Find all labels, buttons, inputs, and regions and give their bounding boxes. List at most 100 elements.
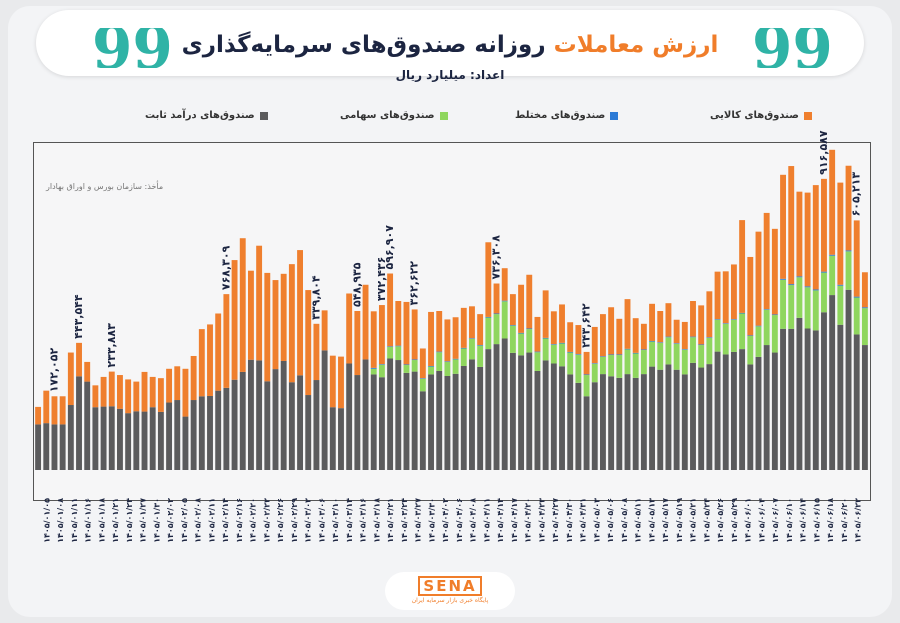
bar-value-label: ۲۳۳,۸۸۳: [105, 323, 118, 368]
x-tick-label: ۱۴۰۵/۰۲/۲۶: [276, 498, 285, 543]
bar-mixed: [706, 337, 713, 338]
x-tick-label: ۱۴۰۵/۰۳/۰۲: [304, 498, 313, 543]
bar-commodity: [247, 270, 254, 360]
x-tick-label: ۱۴۰۵/۰۲/۲۰: [249, 498, 258, 543]
bar-equity: [460, 348, 467, 366]
bar-fixed_income: [207, 395, 213, 470]
x-tick-label: ۱۴۰۵/۰۳/۲۴: [400, 498, 409, 543]
bar-commodity: [812, 185, 819, 290]
bar-value-label: ۵۴۸,۹۳۵: [350, 262, 363, 307]
bar-mixed: [452, 358, 459, 360]
bar-commodity: [542, 290, 549, 338]
x-tick-label: ۱۴۰۵/۰۵/۱۱: [634, 498, 643, 543]
bar-fixed_income: [509, 352, 516, 470]
x-tick-label: ۱۴۰۵/۰۱/۲۴: [125, 498, 134, 543]
legend-mixed: صندوق‌های مختلط: [515, 110, 619, 121]
bar-commodity: [591, 326, 598, 364]
bar-equity: [771, 315, 778, 353]
bar-mixed: [477, 345, 484, 346]
bar-mixed: [591, 363, 598, 364]
legend-label: صندوق‌های درآمد ثابت: [145, 110, 255, 121]
bar-fixed_income: [559, 366, 565, 470]
bar-equity: [550, 344, 557, 364]
bar-fixed_income: [837, 324, 844, 470]
bar-commodity: [280, 273, 287, 361]
bar-mixed: [419, 378, 426, 379]
bar-commodity: [166, 368, 173, 403]
x-tick-label: ۱۴۰۵/۰۵/۱۳: [647, 498, 656, 543]
bar-fixed_income: [305, 395, 312, 470]
bar-mixed: [690, 336, 696, 338]
bar-mixed: [485, 316, 492, 318]
bar-equity: [477, 345, 484, 367]
bar-mixed: [649, 340, 656, 342]
bar-commodity: [722, 271, 729, 324]
bar-commodity: [43, 390, 50, 424]
bar-mixed: [657, 342, 664, 343]
x-tick-label: ۱۴۰۵/۰۲/۲۹: [290, 498, 299, 543]
bar-commodity: [198, 329, 205, 397]
bar-fixed_income: [157, 411, 164, 470]
bar-mixed: [763, 309, 770, 310]
bar-fixed_income: [763, 345, 770, 470]
bar-commodity: [804, 192, 811, 287]
bar-commodity: [739, 220, 746, 313]
x-tick-label: ۱۴۰۵/۰۴/۱۷: [510, 498, 519, 543]
bar-mixed: [501, 300, 508, 302]
bar-equity: [861, 308, 868, 346]
logo-tagline: پایگاه خبری بازار سرمایه ایران: [411, 597, 489, 604]
legend-label: صندوق‌های مختلط: [515, 110, 606, 121]
bar-commodity: [534, 316, 541, 352]
bar-commodity: [190, 355, 197, 401]
bar-value-label: ۵۹۶,۹۰۷: [383, 225, 396, 270]
bar-equity: [845, 251, 852, 290]
bar-commodity: [583, 351, 590, 375]
x-tick-label: ۱۴۰۵/۰۵/۲۹: [730, 498, 739, 543]
bar-commodity: [436, 311, 443, 352]
bar-mixed: [755, 325, 762, 327]
bar-mixed: [632, 352, 639, 354]
bar-equity: [763, 309, 770, 346]
bar-fixed_income: [190, 400, 197, 470]
bar-mixed: [853, 296, 860, 298]
bar-fixed_income: [493, 344, 500, 470]
bar-mixed: [616, 354, 623, 356]
bar-commodity: [411, 309, 418, 360]
bar-equity: [419, 378, 426, 392]
bar-commodity: [149, 376, 156, 408]
bar-commodity: [640, 323, 647, 350]
quote-left-icon: 99: [92, 28, 173, 68]
x-tick-label: ۱۴۰۵/۰۶/۱۸: [826, 498, 835, 543]
bar-commodity: [657, 311, 664, 343]
bar-fixed_income: [182, 416, 189, 470]
bar-equity: [698, 345, 705, 368]
bar-fixed_income: [624, 374, 631, 470]
bar-equity: [411, 360, 418, 372]
bar-mixed: [837, 284, 844, 286]
bar-value-label: ۳۶۲,۶۲۲: [408, 261, 421, 306]
bar-fixed_income: [378, 377, 385, 470]
x-tick-label: ۱۴۰۵/۰۳/۱۸: [372, 498, 381, 543]
x-tick-label: ۱۴۰۵/۰۱/۱۱: [70, 498, 79, 543]
bar-fixed_income: [550, 363, 557, 470]
bar-commodity: [681, 321, 688, 350]
bar-mixed: [469, 338, 475, 339]
bar-equity: [591, 363, 598, 383]
bar-mixed: [403, 364, 410, 366]
x-tick-label: ۱۴۰۵/۰۵/۱۷: [661, 498, 670, 543]
bar-fixed_income: [280, 360, 287, 470]
bar-equity: [608, 355, 615, 377]
bar-mixed: [395, 345, 402, 347]
bar-mixed: [378, 364, 385, 365]
x-tick-label: ۱۴۰۵/۰۱/۱۶: [84, 498, 93, 543]
legend-equity: صندوق‌های سهامی: [340, 110, 448, 121]
bar-mixed: [583, 374, 590, 376]
bar-commodity: [755, 231, 762, 326]
bar-commodity: [518, 284, 525, 333]
bar-mixed: [444, 361, 451, 362]
bar-fixed_income: [804, 328, 811, 470]
bar-mixed: [411, 359, 418, 361]
bar-commodity: [264, 272, 271, 382]
bar-commodity: [600, 314, 606, 357]
